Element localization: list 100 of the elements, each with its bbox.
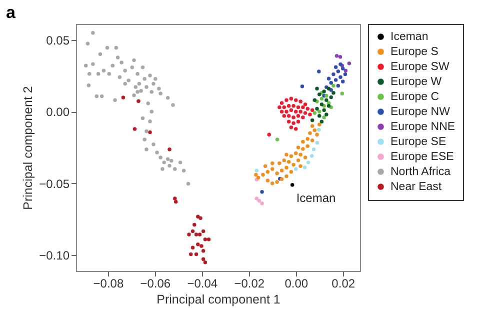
point (100, 94, 104, 98)
annotation: Iceman (296, 190, 336, 205)
point (275, 171, 279, 176)
point (322, 115, 326, 120)
point (94, 94, 99, 98)
point (132, 58, 136, 62)
point (284, 174, 288, 178)
point (324, 112, 328, 116)
point (96, 72, 100, 76)
point (289, 126, 294, 130)
point (286, 160, 291, 164)
point (267, 132, 271, 136)
x-tick-label: −0.04 (187, 276, 218, 290)
point (282, 105, 286, 110)
legend-label: Europe W (390, 76, 442, 88)
point (186, 182, 190, 186)
legend-label: Europe S (390, 46, 439, 58)
point (266, 178, 270, 182)
point (270, 161, 274, 166)
point (289, 96, 294, 101)
point (317, 114, 322, 118)
point (150, 90, 154, 94)
point (140, 116, 145, 120)
point (340, 80, 345, 84)
point (136, 72, 140, 76)
point (116, 56, 120, 60)
point (334, 54, 339, 58)
point (88, 72, 92, 76)
point (296, 120, 300, 124)
point (136, 99, 140, 103)
point (194, 232, 198, 236)
point (160, 167, 164, 171)
point (324, 94, 328, 98)
x-tick-label: −0.06 (140, 276, 171, 290)
point (173, 196, 177, 200)
point (148, 74, 152, 78)
point (320, 120, 324, 124)
point (132, 127, 137, 131)
point (338, 75, 342, 79)
point (296, 158, 300, 162)
point (174, 200, 178, 204)
point (286, 120, 291, 124)
point (158, 156, 162, 160)
point (294, 167, 298, 171)
point (278, 105, 282, 110)
point (317, 70, 321, 74)
point (166, 96, 170, 100)
point (139, 89, 143, 93)
point (315, 140, 320, 145)
point (270, 182, 274, 186)
point (114, 46, 118, 50)
point (200, 244, 204, 248)
point (310, 124, 314, 128)
point (296, 146, 300, 150)
point (286, 104, 291, 108)
point (347, 61, 352, 66)
point (254, 168, 259, 172)
point (260, 201, 264, 206)
point (301, 105, 305, 110)
point (334, 78, 338, 82)
point (290, 182, 294, 187)
point (201, 249, 206, 253)
point (86, 42, 90, 46)
point (130, 66, 134, 70)
point (282, 158, 286, 162)
point (146, 102, 150, 106)
point (203, 260, 208, 264)
point (126, 78, 130, 82)
point (312, 111, 317, 115)
point (198, 232, 202, 236)
point (257, 198, 262, 203)
point (137, 82, 142, 86)
point (303, 156, 308, 160)
point (140, 66, 145, 70)
point (298, 100, 302, 104)
legend-label: Europe NNE (390, 120, 456, 133)
point (306, 137, 310, 141)
point (280, 101, 284, 105)
point (284, 166, 288, 170)
point (123, 82, 127, 86)
point (312, 128, 317, 132)
point (308, 131, 312, 136)
point (190, 246, 195, 250)
point (144, 148, 148, 152)
point (329, 81, 333, 85)
point (282, 114, 286, 118)
point (289, 108, 294, 112)
point (317, 128, 321, 132)
point (344, 68, 348, 73)
legend-label: Near East (390, 180, 442, 193)
point (329, 95, 333, 100)
point (292, 104, 296, 108)
point (168, 164, 172, 168)
point (310, 138, 314, 142)
point (107, 72, 111, 76)
point (332, 91, 336, 95)
x-tick-label: −0.08 (93, 276, 124, 290)
point (294, 110, 298, 114)
point (157, 86, 161, 90)
point (132, 93, 136, 98)
